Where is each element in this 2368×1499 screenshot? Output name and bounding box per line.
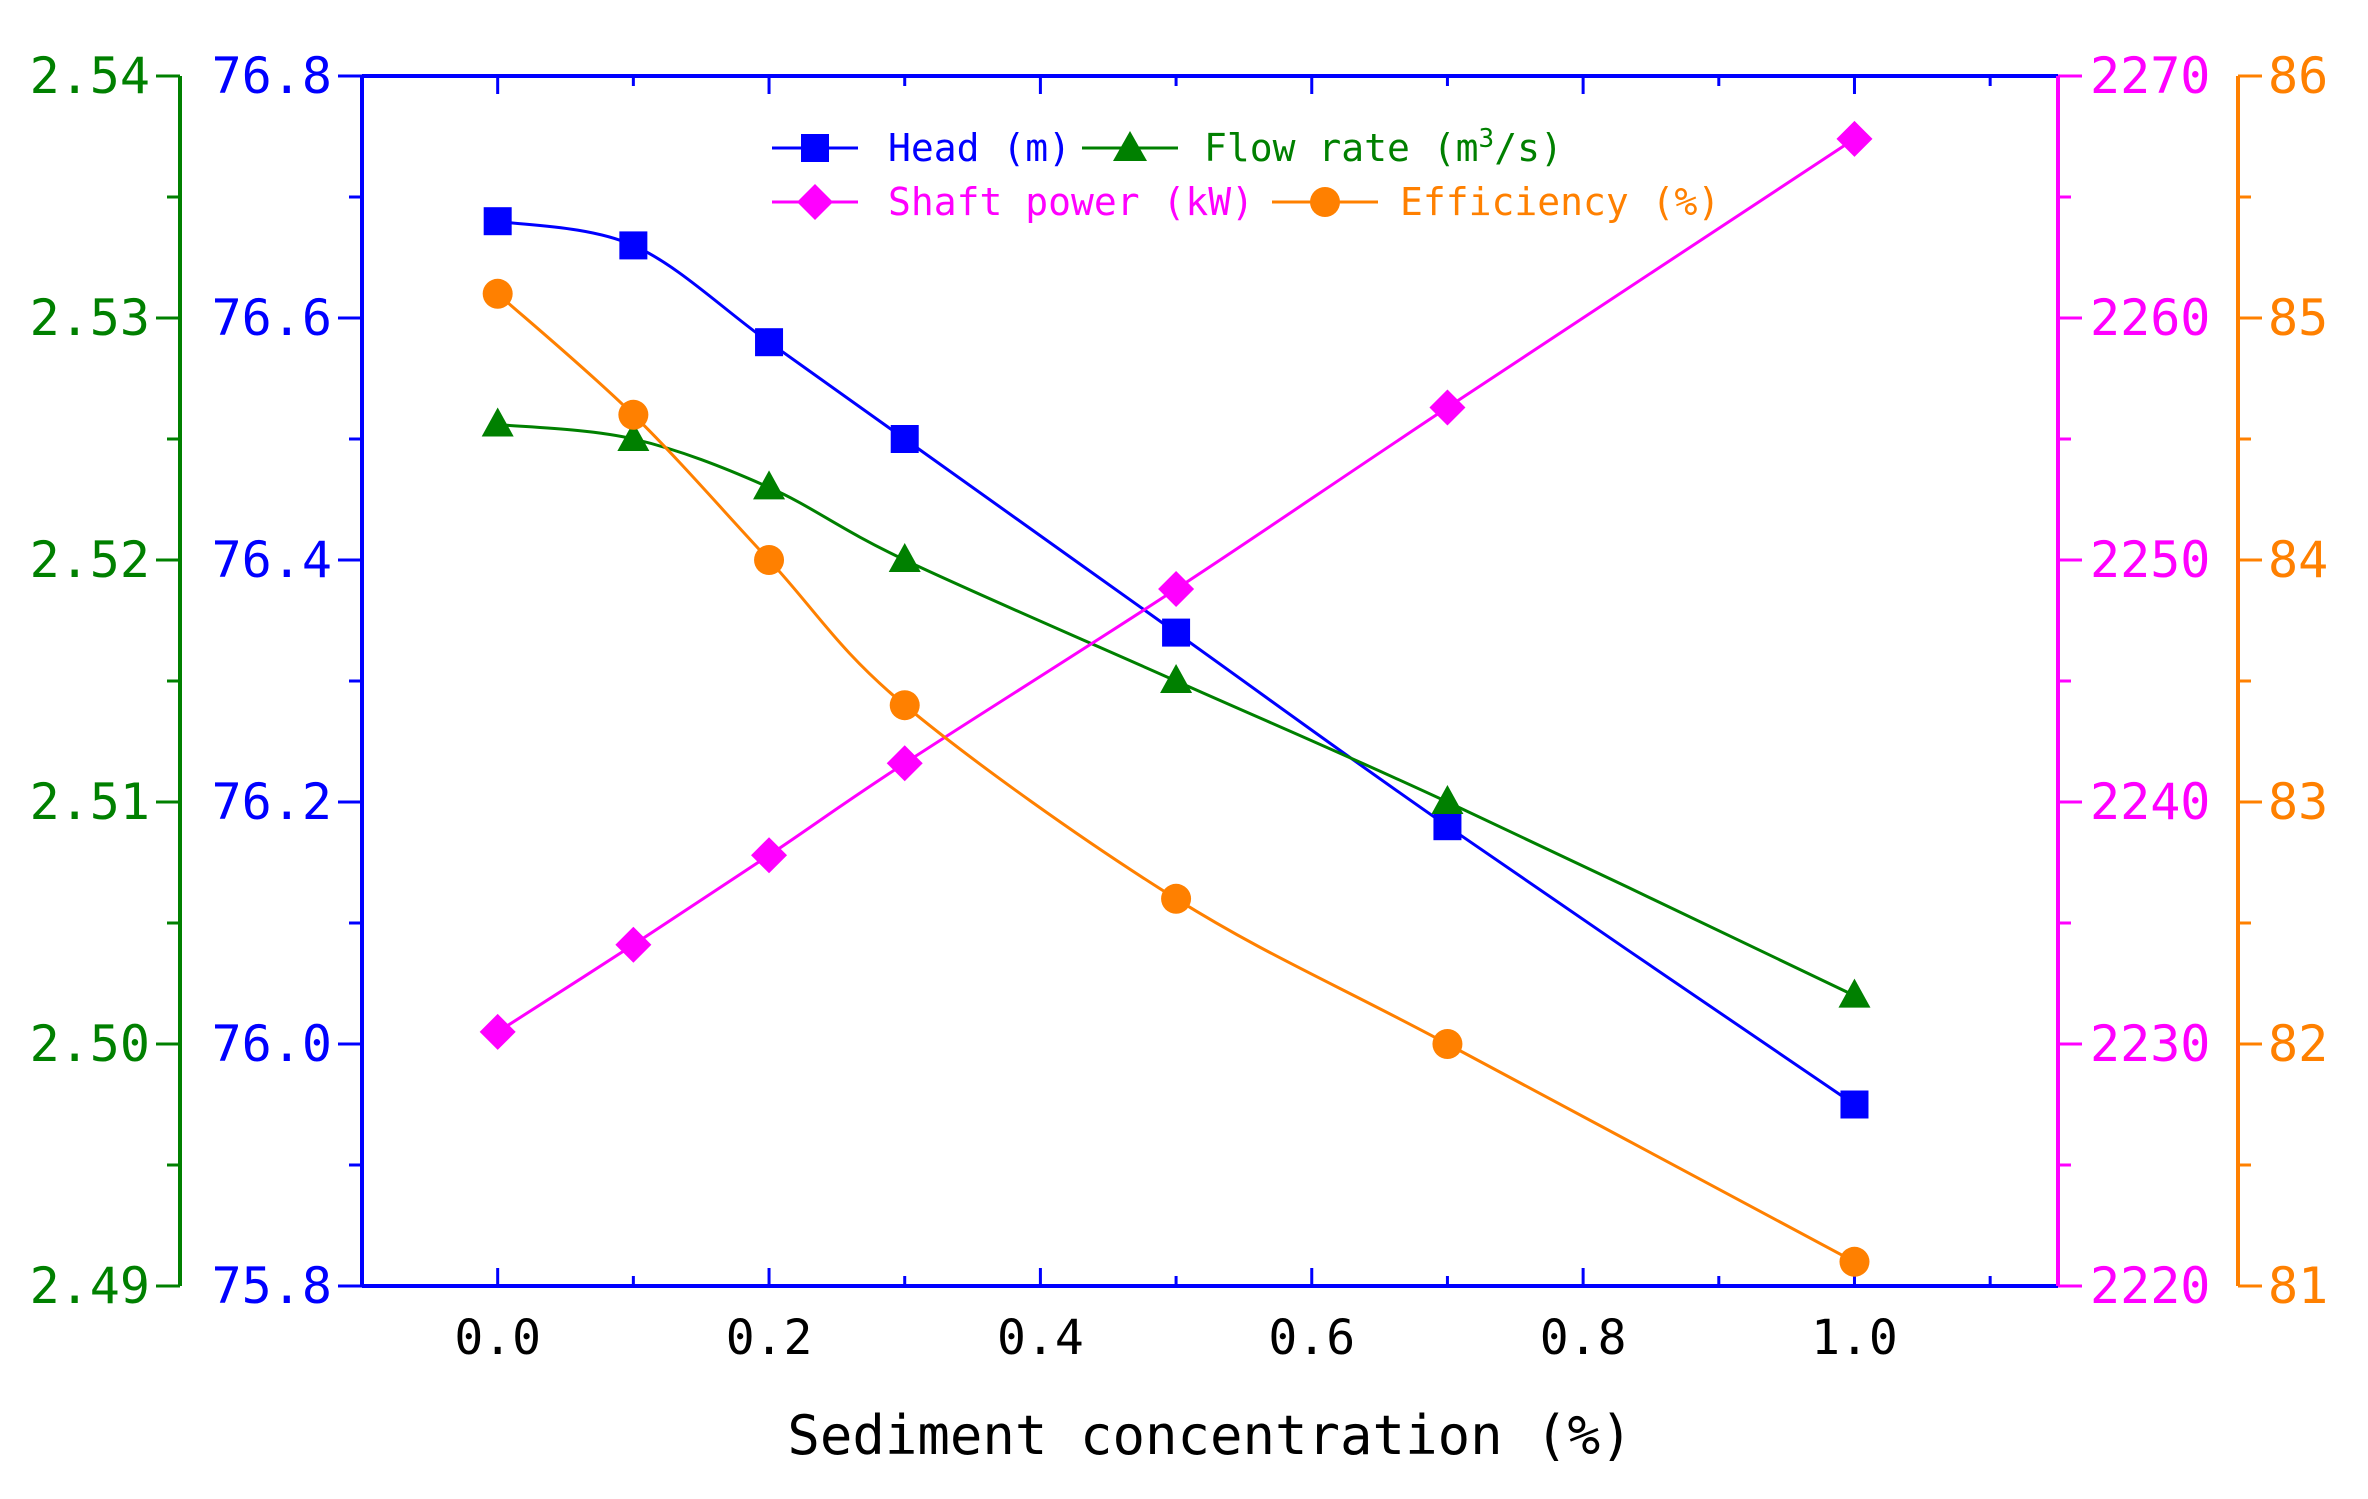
legend-flow-label-sup: 3 <box>1479 124 1495 154</box>
head-axis-tick-label: 76.0 <box>212 1015 332 1073</box>
eff-axis-tick-label: 82 <box>2268 1015 2328 1073</box>
axis-tick-labels: 0.0 0.2 0.4 0.6 0.8 1.0 2.49 2.50 2.51 2.52 2.53 2.… <box>30 47 2329 1366</box>
eff-axis-tick-label: 85 <box>2268 289 2328 347</box>
legend-entry-flow: Flow rate (m3/s) <box>1082 124 1563 170</box>
legend: Head (m) Flow rate (m3/s) Shaft power (k… <box>772 124 1720 224</box>
flow-data-point <box>1431 785 1464 814</box>
x-axis-label: Sediment concentration (%) <box>787 1404 1632 1467</box>
axis-ticks <box>156 74 2262 1288</box>
power-data-point <box>615 926 652 963</box>
eff-data-point <box>618 399 649 430</box>
power-axis-tick-label: 2250 <box>2090 531 2210 589</box>
flow-axis-tick-label: 2.53 <box>30 289 150 347</box>
power-axis-tick-label: 2270 <box>2090 47 2210 105</box>
power-data-point <box>479 1013 516 1050</box>
eff-data-point <box>889 690 920 721</box>
eff-axis-tick-label: 86 <box>2268 47 2328 105</box>
power-axis-tick-label: 2240 <box>2090 773 2210 831</box>
legend-head-marker <box>801 134 829 162</box>
power-data-point <box>751 837 788 874</box>
flow-axis-tick-label: 2.52 <box>30 531 150 589</box>
eff-axis-tick-label: 81 <box>2268 1257 2328 1315</box>
x-tick-label: 0.6 <box>1268 1310 1355 1366</box>
legend-power-label: Shaft power (kW) <box>888 180 1254 224</box>
legend-head-label: Head (m) <box>888 126 1071 170</box>
head-data-point <box>619 231 648 260</box>
eff-axis-tick-label: 83 <box>2268 773 2328 831</box>
power-series-line <box>496 137 1856 1034</box>
head-data-point <box>1840 1090 1869 1119</box>
flow-axis-tick-label: 2.49 <box>30 1257 150 1315</box>
head-axis-tick-label: 76.4 <box>212 531 332 589</box>
x-tick-label: 1.0 <box>1811 1310 1898 1366</box>
flow-data-point <box>481 407 514 437</box>
power-data-point <box>886 745 923 782</box>
head-data-point <box>483 207 512 236</box>
flow-data-point <box>1160 664 1193 693</box>
head-data-point <box>755 328 784 357</box>
x-tick-label: 0.4 <box>997 1310 1084 1366</box>
power-axis-tick-label: 2220 <box>2090 1257 2210 1315</box>
x-tick-label: 0.2 <box>726 1310 813 1366</box>
legend-entry-power: Shaft power (kW) <box>772 180 1254 224</box>
x-tick-label: 0.8 <box>1540 1310 1627 1366</box>
eff-data-point <box>482 278 513 309</box>
head-data-point <box>890 425 919 453</box>
eff-data-point <box>754 545 785 575</box>
flow-data-point <box>617 422 650 451</box>
flow-axis-tick-label: 2.51 <box>30 773 150 831</box>
power-axis-tick-label: 2230 <box>2090 1015 2210 1073</box>
legend-entry-head: Head (m) <box>772 126 1071 170</box>
head-series-line <box>497 219 1856 1106</box>
eff-data-point <box>1839 1246 1870 1277</box>
head-data-point <box>1433 812 1462 841</box>
legend-eff-label: Efficiency (%) <box>1400 180 1720 224</box>
eff-data-point <box>1161 883 1192 914</box>
legend-flow-marker <box>1113 131 1147 161</box>
flow-axis-tick-label: 2.54 <box>30 47 150 105</box>
legend-flow-label-suffix: /s) <box>1494 126 1563 170</box>
flow-data-point <box>1838 978 1871 1008</box>
power-data-point <box>1429 389 1466 426</box>
eff-axis-tick-label: 84 <box>2268 531 2328 589</box>
legend-entry-eff: Efficiency (%) <box>1272 180 1720 224</box>
head-data-point <box>1162 618 1191 647</box>
legend-power-marker <box>797 184 833 220</box>
eff-series-line <box>496 292 1856 1264</box>
series-markers <box>479 120 1873 1277</box>
power-data-point <box>1158 571 1195 608</box>
legend-eff-marker <box>1310 187 1340 217</box>
head-axis-tick-label: 75.8 <box>212 1257 332 1315</box>
power-data-point <box>1836 120 1873 157</box>
eff-data-point <box>1432 1029 1463 1059</box>
flow-data-point <box>753 470 786 500</box>
flow-axis-tick-label: 2.50 <box>30 1015 150 1073</box>
head-axis-tick-label: 76.2 <box>212 773 332 831</box>
legend-flow-label-prefix: Flow rate (m <box>1204 126 1479 170</box>
x-tick-label: 0.0 <box>454 1310 541 1366</box>
flow-data-point <box>888 543 921 572</box>
legend-flow-label: Flow rate (m3/s) <box>1204 124 1563 170</box>
head-axis-tick-label: 76.8 <box>212 47 332 105</box>
power-axis-tick-label: 2260 <box>2090 289 2210 347</box>
head-axis-tick-label: 76.6 <box>212 289 332 347</box>
series-lines <box>496 137 1856 1264</box>
